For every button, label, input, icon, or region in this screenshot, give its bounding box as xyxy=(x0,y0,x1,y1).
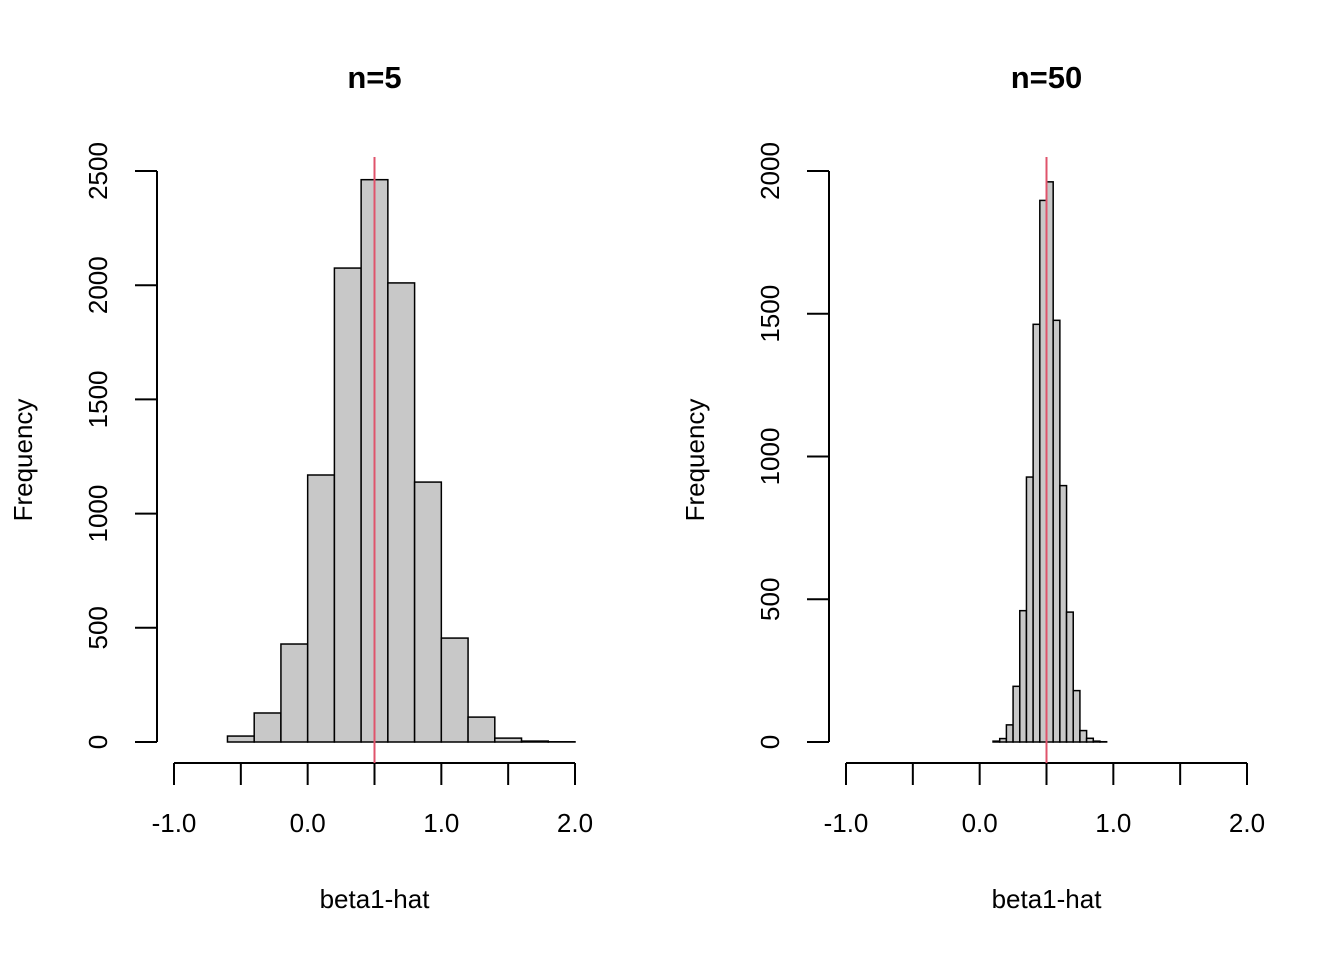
bar xyxy=(1079,729,1088,743)
y-axis-label: Frequency xyxy=(680,399,710,522)
x-tick-label: -1.0 xyxy=(152,808,197,838)
y-tick-label: 0 xyxy=(755,735,785,749)
x-tick-label: 1.0 xyxy=(1095,808,1131,838)
y-tick-label: 2500 xyxy=(83,142,113,200)
bar xyxy=(1052,319,1061,743)
bar xyxy=(306,474,336,743)
bar xyxy=(1092,740,1101,743)
y-axis-label: Frequency xyxy=(8,399,38,522)
bar xyxy=(1085,737,1095,743)
y-tick-label: 2000 xyxy=(755,142,785,200)
bar xyxy=(998,737,1008,743)
y-tick-label: 1500 xyxy=(83,370,113,428)
y-tick-label: 500 xyxy=(755,578,785,621)
x-tick-label: 1.0 xyxy=(423,808,459,838)
bar xyxy=(280,643,309,743)
y-tick-label: 1000 xyxy=(755,428,785,486)
bar xyxy=(226,735,255,743)
x-axis-label: beta1-hat xyxy=(992,884,1103,914)
bar xyxy=(440,637,469,743)
bar xyxy=(992,740,1001,743)
bar xyxy=(1005,724,1014,743)
bar xyxy=(1045,181,1054,743)
y-tick-label: 1000 xyxy=(83,485,113,543)
x-tick-label: 0.0 xyxy=(290,808,326,838)
bar xyxy=(494,737,523,743)
bar xyxy=(1039,199,1048,743)
chart-title: n=5 xyxy=(347,60,401,95)
bar xyxy=(1032,323,1041,743)
x-tick-label: 0.0 xyxy=(962,808,998,838)
panel: n=5 beta1-hat Frequency -1.0 0.0 1.0 2.0 0 500 10… xyxy=(8,60,593,914)
panel: n=50 beta1-hat Frequency -1.0 0.0 1.0 2.0 0 500 1… xyxy=(680,60,1265,914)
y-tick-label: 2000 xyxy=(83,256,113,314)
y-tick-label: 1500 xyxy=(755,285,785,343)
x-tick-label: -1.0 xyxy=(824,808,869,838)
bar xyxy=(1012,685,1021,743)
chart-title: n=50 xyxy=(1011,60,1083,95)
x-tick-label: 2.0 xyxy=(557,808,593,838)
y-tick-label: 0 xyxy=(83,735,113,749)
bar xyxy=(413,481,443,743)
bar xyxy=(1065,611,1074,743)
bar xyxy=(333,267,362,743)
x-axis-label: beta1-hat xyxy=(320,884,431,914)
y-tick-label: 500 xyxy=(83,606,113,649)
bar xyxy=(253,712,282,743)
bar xyxy=(1059,484,1068,743)
bar xyxy=(1019,609,1028,743)
bar xyxy=(467,716,496,743)
bar xyxy=(1025,476,1034,743)
bar xyxy=(1072,689,1081,743)
x-tick-label: 2.0 xyxy=(1229,808,1265,838)
bar xyxy=(387,282,416,743)
bar xyxy=(520,740,550,743)
